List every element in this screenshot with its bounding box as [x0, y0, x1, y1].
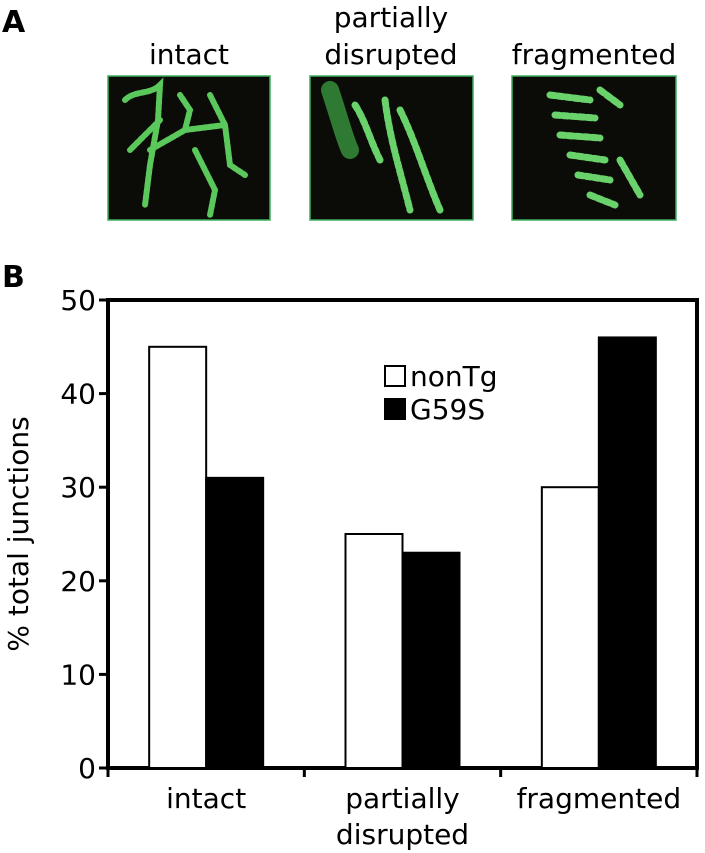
- bar: [401, 551, 461, 769]
- bar: [540, 486, 600, 769]
- junction: [321, 81, 359, 159]
- y-tick-label: 30: [60, 471, 96, 504]
- junction: [546, 86, 644, 209]
- y-tick-label: 10: [60, 658, 96, 691]
- bar: [148, 345, 208, 769]
- image-title: intact: [149, 38, 229, 71]
- legend-label: nonTg: [410, 360, 498, 393]
- micrographs: [107, 75, 677, 221]
- x-tick-label: fragmented: [517, 782, 682, 815]
- legend-swatch: [384, 398, 406, 420]
- bar: [344, 533, 404, 769]
- y-tick-label: 0: [78, 752, 96, 785]
- y-tick-label: 20: [60, 565, 96, 598]
- panel-label: A: [2, 5, 26, 40]
- x-tick-label: intact: [166, 782, 246, 815]
- legend-label: G59S: [410, 393, 485, 426]
- y-tick-label: 50: [60, 284, 96, 317]
- image-title: partially disrupted: [324, 1, 457, 71]
- junction: [122, 77, 248, 218]
- image-title: fragmented: [512, 38, 677, 71]
- junction: [351, 96, 444, 214]
- bar: [205, 476, 265, 769]
- panel-label: B: [2, 260, 25, 295]
- legend-swatch: [384, 365, 406, 387]
- bar: [597, 336, 657, 769]
- y-tick-label: 40: [60, 378, 96, 411]
- y-axis-label: % total junctions: [2, 416, 35, 651]
- x-tick-label: partially disrupted: [336, 782, 469, 851]
